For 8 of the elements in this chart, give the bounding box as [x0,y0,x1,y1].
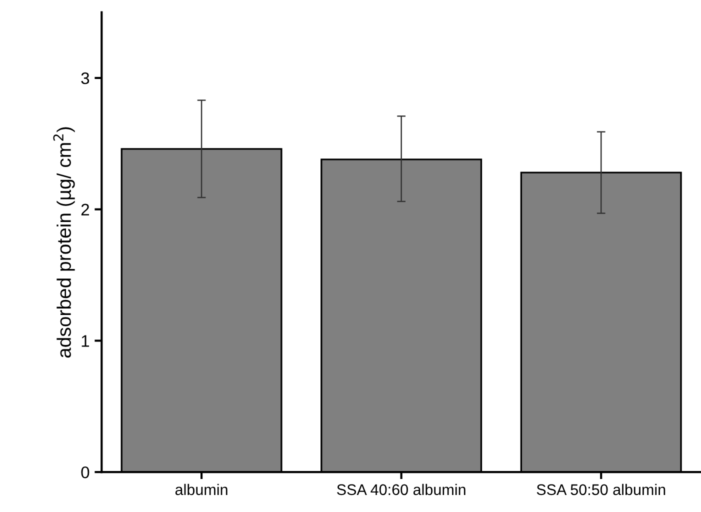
y-tick-label: 2 [81,204,90,216]
y-tick-label: 3 [81,72,90,84]
y-tick-label: 0 [81,466,90,478]
x-tick-label: albumin [175,484,228,496]
x-tick-label: SSA 40:60 albumin [337,484,466,496]
y-axis-title: adsorbed protein (µg/ cm$^{2}$) [53,127,75,358]
y-tick-label: 1 [82,335,90,347]
x-tick-label: SSA 50:50 albumin [536,484,666,496]
